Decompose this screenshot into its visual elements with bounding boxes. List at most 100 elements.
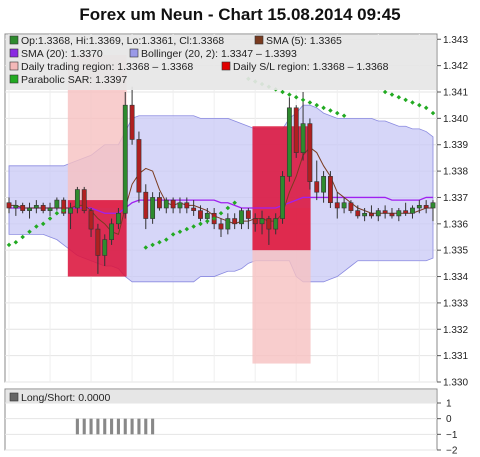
- candle-body: [218, 223, 224, 230]
- candle-body: [334, 202, 340, 209]
- sar-dot: [328, 108, 333, 113]
- y-tick-label: 1.336: [443, 219, 468, 230]
- y-tick-label: 1.331: [443, 351, 468, 362]
- candle-body: [280, 176, 285, 219]
- candle-body: [204, 212, 210, 219]
- candle-body: [382, 210, 388, 214]
- y-tick-label: 1.342: [443, 61, 468, 72]
- candle-body: [430, 202, 436, 209]
- sub-legend-label: Long/Short: 0.0000: [21, 392, 110, 404]
- legend-label: Op:1.3368, Hi:1.3369, Lo:1.3361, Cl:1.33…: [21, 35, 224, 47]
- candle-body: [403, 210, 409, 214]
- long-short-bar: [82, 418, 86, 435]
- y-tick-label: 1.339: [443, 140, 468, 151]
- main-y-axis: 1.343 1.342 1.341 1.340 1.339 1.338 1.337 1.336…: [437, 35, 468, 389]
- legend-swatch: [9, 61, 19, 71]
- candle-body: [327, 176, 333, 204]
- candle-body: [239, 210, 244, 225]
- candle-body: [157, 197, 162, 209]
- long-short-bar: [75, 418, 79, 435]
- sub-y-tick-label: −1: [446, 430, 458, 441]
- candle-body: [293, 107, 299, 153]
- candle-body: [95, 228, 101, 256]
- legend-label: SMA (20): 1.3370: [21, 48, 103, 60]
- long-short-bar: [130, 418, 134, 435]
- y-tick-label: 1.343: [443, 35, 468, 46]
- y-tick-label: 1.341: [443, 88, 468, 99]
- candle-body: [184, 202, 190, 209]
- sar-dot: [40, 221, 46, 227]
- sub-y-axis: 1 0 −1 −2: [437, 399, 458, 457]
- candle-body: [33, 205, 39, 209]
- sub-legend: Long/Short: 0.0000: [9, 392, 110, 404]
- candle-body: [266, 218, 272, 230]
- candle-body: [369, 212, 374, 217]
- candle-body: [122, 104, 128, 214]
- legend-swatch: [254, 35, 264, 45]
- candle-body: [143, 191, 149, 219]
- candle-body: [61, 199, 67, 214]
- candle-body: [410, 207, 415, 214]
- sub-legend-swatch: [9, 392, 19, 402]
- long-short-bar: [123, 418, 127, 435]
- candle-body: [136, 139, 142, 193]
- candle-body: [102, 239, 108, 256]
- candle-body: [362, 212, 368, 217]
- y-tick-label: 1.332: [443, 325, 468, 336]
- candle-body: [13, 205, 19, 209]
- candle-body: [314, 181, 320, 193]
- long-short-bar: [110, 418, 114, 435]
- candle-body: [286, 107, 292, 177]
- long-short-bar: [137, 418, 141, 435]
- long-short-bar: [89, 418, 93, 435]
- candles: [6, 86, 436, 274]
- long-short-bar: [151, 418, 155, 435]
- candle-body: [225, 218, 231, 230]
- y-tick-label: 1.330: [443, 378, 468, 389]
- legend-swatch: [129, 48, 139, 58]
- candle-body: [396, 210, 402, 217]
- legend-label: SMA (5): 1.3365: [266, 35, 342, 47]
- y-tick-label: 1.337: [443, 193, 468, 204]
- candle-body: [198, 210, 203, 219]
- main-legend: Op:1.3368, Hi:1.3369, Lo:1.3361, Cl:1.33…: [9, 35, 389, 86]
- sar-dot: [410, 100, 415, 105]
- candle-body: [20, 205, 26, 211]
- candle-body: [355, 210, 361, 217]
- sub-y-tick-label: 1: [446, 399, 452, 410]
- main-background-layers: [8, 55, 434, 364]
- candle-body: [389, 212, 395, 217]
- legend-label: Daily S/L region: 1.3368 – 1.3368: [233, 61, 389, 73]
- candle-body: [191, 207, 197, 211]
- sub-legend-box: [6, 390, 436, 403]
- legend-swatch: [9, 48, 19, 58]
- candle-body: [341, 202, 347, 209]
- candle-body: [88, 210, 94, 230]
- candle-body: [177, 202, 183, 209]
- candle-body: [68, 207, 73, 214]
- candle-body: [129, 104, 135, 140]
- candle-body: [232, 218, 238, 225]
- candle-body: [109, 223, 115, 240]
- candle-body: [170, 199, 176, 209]
- main-legend-box: [6, 35, 436, 90]
- candle-body: [259, 218, 265, 225]
- long-short-bar: [116, 418, 120, 435]
- sar-dot: [54, 211, 60, 216]
- candle-body: [6, 202, 12, 209]
- sar-dot: [13, 240, 19, 245]
- sub-y-tick-label: 0: [446, 414, 452, 425]
- candle-body: [273, 218, 279, 230]
- long-short-bar: [96, 418, 100, 435]
- sar-dot: [417, 102, 422, 108]
- sar-dot: [61, 208, 66, 213]
- candle-body: [416, 205, 422, 209]
- long-short-bar: [103, 418, 107, 435]
- candle-body: [40, 205, 46, 211]
- y-tick-label: 1.340: [443, 114, 468, 125]
- y-tick-label: 1.335: [443, 246, 468, 257]
- y-tick-label: 1.334: [443, 272, 468, 283]
- sar-dot: [34, 224, 39, 229]
- legend-label: Bollinger (20, 2): 1.3347 – 1.3393: [141, 48, 297, 60]
- y-tick-label: 1.338: [443, 167, 468, 178]
